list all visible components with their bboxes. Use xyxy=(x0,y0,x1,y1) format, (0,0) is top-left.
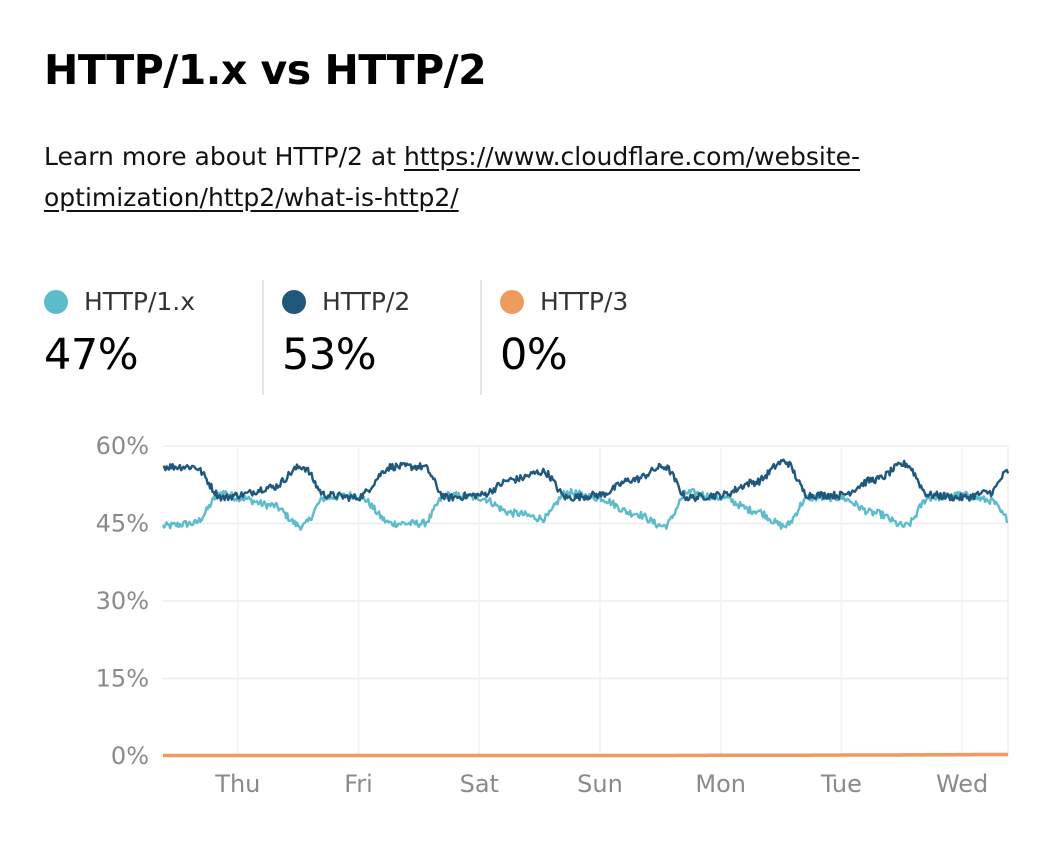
http2-color-dot xyxy=(282,289,306,314)
x-tick-label: Tue xyxy=(820,770,862,798)
http1-color-dot xyxy=(44,289,68,314)
legend-value-http2: 53% xyxy=(282,330,377,380)
description-prefix: Learn more about HTTP/2 at xyxy=(44,142,404,171)
y-tick-label: 60% xyxy=(96,432,149,460)
legend-label-http1: HTTP/1.x xyxy=(84,287,196,316)
legend-label-http3: HTTP/3 xyxy=(540,287,629,316)
x-tick-label: Thu xyxy=(214,770,260,798)
legend-item-http2[interactable]: HTTP/2 53% xyxy=(262,280,480,395)
series-line-http-2 xyxy=(162,458,1010,503)
x-tick-label: Sun xyxy=(577,770,623,798)
x-tick-label: Wed xyxy=(936,770,988,798)
line-chart: 60% 45% 30% 15% 0% Thu Fri Sat Sun Mon Tue Wed xyxy=(96,432,1010,798)
legend-value-http1: 47% xyxy=(44,330,139,380)
http2-info-link[interactable]: https://www.cloudflare.com/website-optim… xyxy=(44,142,861,212)
x-tick-label: Fri xyxy=(344,770,373,798)
legend-label-http2: HTTP/2 xyxy=(322,287,411,316)
x-tick-label: Sat xyxy=(460,770,499,798)
y-tick-label: 15% xyxy=(96,665,149,693)
x-axis: Thu Fri Sat Sun Mon Tue Wed xyxy=(214,770,988,798)
legend-item-http3[interactable]: HTTP/3 0% xyxy=(480,280,680,395)
series-line-http-3 xyxy=(162,752,1009,758)
description: Learn more about HTTP/2 at https://www.c… xyxy=(44,136,1004,218)
y-tick-label: 30% xyxy=(96,587,149,615)
legend-value-http3: 0% xyxy=(500,330,568,380)
x-tick-label: Mon xyxy=(695,770,746,798)
chart-title: HTTP/1.x vs HTTP/2 xyxy=(44,46,487,94)
chart-grid xyxy=(163,445,1009,757)
series-lines xyxy=(161,458,1010,758)
legend: HTTP/1.x 47% HTTP/2 53% HTTP/3 0% xyxy=(44,280,680,395)
y-axis: 60% 45% 30% 15% 0% xyxy=(96,432,149,770)
legend-item-http1[interactable]: HTTP/1.x 47% xyxy=(44,280,262,395)
y-tick-label: 45% xyxy=(96,510,149,538)
http3-color-dot xyxy=(500,289,524,314)
series-line-http-1-x xyxy=(161,487,1009,531)
y-tick-label: 0% xyxy=(111,742,149,770)
